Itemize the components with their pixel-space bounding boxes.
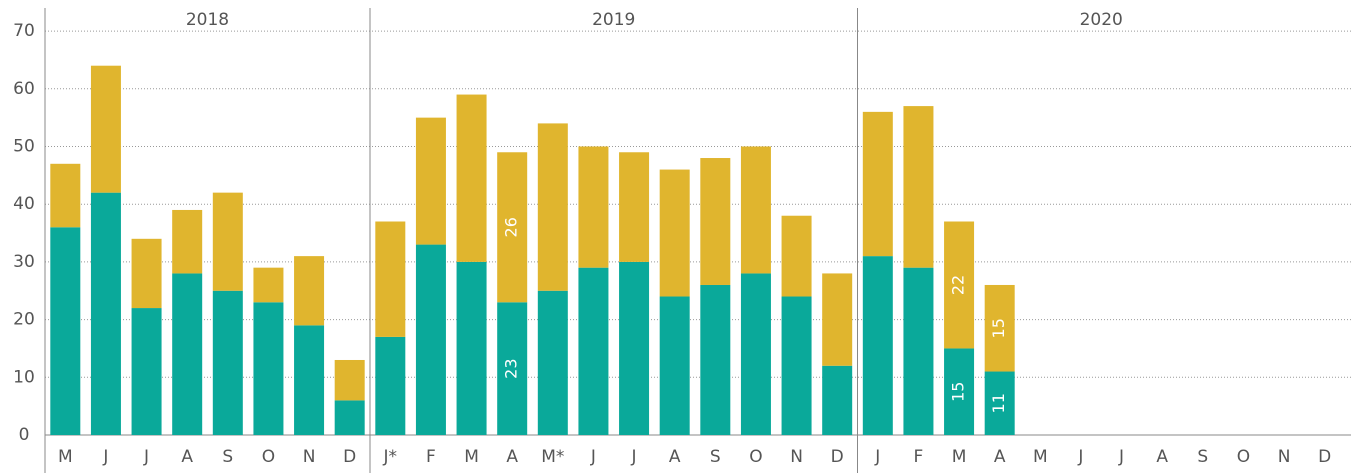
value-label: 22 xyxy=(949,275,968,295)
bar-segment xyxy=(212,192,243,291)
x-tick-label: O xyxy=(749,447,762,467)
bar-segment xyxy=(822,365,853,435)
bar-segment xyxy=(50,227,81,435)
x-tick-label: J xyxy=(1118,447,1124,467)
bar-segment xyxy=(862,111,893,257)
value-label: 15 xyxy=(949,382,968,402)
x-tick-label: J xyxy=(590,447,596,467)
x-tick-label: A xyxy=(1156,447,1168,467)
bar-segment xyxy=(781,296,812,435)
bar-segment xyxy=(659,169,690,297)
x-tick-label: N xyxy=(1278,447,1291,467)
bar-segment xyxy=(700,284,731,435)
bar-segment xyxy=(131,238,162,309)
x-tick-label: N xyxy=(303,447,316,467)
value-label: 26 xyxy=(502,217,521,237)
bar-segment xyxy=(334,400,365,435)
value-label: 23 xyxy=(502,358,521,378)
y-tick-label: 30 xyxy=(13,252,35,272)
panel-title: 2018 xyxy=(186,10,229,30)
y-tick-label: 50 xyxy=(13,136,35,156)
bar-segment xyxy=(415,244,446,435)
y-tick-label: 40 xyxy=(13,194,35,214)
bar-segment xyxy=(903,106,934,268)
bar-segment xyxy=(740,146,771,274)
bar-segment xyxy=(90,65,121,193)
panel-title: 2019 xyxy=(592,10,635,30)
bar-segment xyxy=(131,308,162,435)
bar-segment xyxy=(619,261,650,435)
y-tick-label: 0 xyxy=(19,425,30,445)
value-label: 11 xyxy=(989,393,1008,413)
bar-segment xyxy=(456,261,487,435)
value-label: 15 xyxy=(989,318,1008,338)
bar-segment xyxy=(253,267,284,303)
x-tick-label: J* xyxy=(383,447,398,467)
x-tick-label: S xyxy=(222,447,233,467)
x-tick-label: A xyxy=(994,447,1006,467)
x-tick-label: S xyxy=(710,447,721,467)
x-tick-label: J xyxy=(631,447,637,467)
x-tick-label: M* xyxy=(541,447,564,467)
x-tick-label: F xyxy=(426,447,436,467)
x-tick-label: D xyxy=(831,447,844,467)
bar-segment xyxy=(334,359,365,401)
bar-segment xyxy=(537,290,568,435)
x-tick-label: F xyxy=(914,447,924,467)
bar-segment xyxy=(294,256,325,326)
bar-segment xyxy=(375,336,406,435)
bar-segment xyxy=(659,296,690,435)
x-tick-label: D xyxy=(343,447,356,467)
x-tick-label: J xyxy=(874,447,880,467)
y-tick-label: 70 xyxy=(13,21,35,41)
bar-segment xyxy=(944,348,975,435)
bar-segment xyxy=(497,302,528,435)
x-tick-label: M xyxy=(1033,447,1048,467)
y-tick-label: 10 xyxy=(13,367,35,387)
bar-segment xyxy=(862,256,893,435)
x-tick-label: O xyxy=(262,447,275,467)
bar-segment xyxy=(415,117,446,245)
bar-segment xyxy=(537,123,568,291)
bar-segment xyxy=(172,209,203,274)
x-tick-label: A xyxy=(181,447,193,467)
x-tick-label: N xyxy=(790,447,803,467)
x-tick-label: J xyxy=(102,447,108,467)
bar-segment xyxy=(578,146,609,268)
bar-segment xyxy=(740,273,771,435)
bar-segment xyxy=(375,221,406,337)
bar-segment xyxy=(90,192,121,435)
x-tick-label: M xyxy=(464,447,479,467)
bar-segment xyxy=(50,163,81,228)
x-tick-label: J xyxy=(1077,447,1083,467)
bar-segment xyxy=(294,325,325,435)
x-tick-label: M xyxy=(952,447,967,467)
bar-segment xyxy=(984,284,1015,372)
x-tick-label: J xyxy=(143,447,149,467)
x-tick-label: A xyxy=(506,447,518,467)
y-tick-label: 20 xyxy=(13,310,35,330)
bar-segment xyxy=(172,273,203,435)
bar-segment xyxy=(700,158,731,285)
bar-segment xyxy=(822,273,853,366)
bar-segment xyxy=(619,152,650,262)
bar-segment xyxy=(497,152,528,303)
bar-segment xyxy=(212,290,243,435)
x-tick-label: D xyxy=(1318,447,1331,467)
x-tick-label: M xyxy=(58,447,73,467)
y-tick-label: 60 xyxy=(13,79,35,99)
x-tick-label: O xyxy=(1237,447,1250,467)
bar-segment xyxy=(253,302,284,435)
x-tick-label: A xyxy=(669,447,681,467)
bar-segment xyxy=(984,371,1015,435)
x-tick-label: S xyxy=(1197,447,1208,467)
bar-segment xyxy=(903,267,934,435)
bar-segment xyxy=(578,267,609,435)
panel-title: 2020 xyxy=(1080,10,1123,30)
bar-segment xyxy=(944,221,975,349)
bar-segment xyxy=(781,215,812,297)
bar-segment xyxy=(456,94,487,262)
